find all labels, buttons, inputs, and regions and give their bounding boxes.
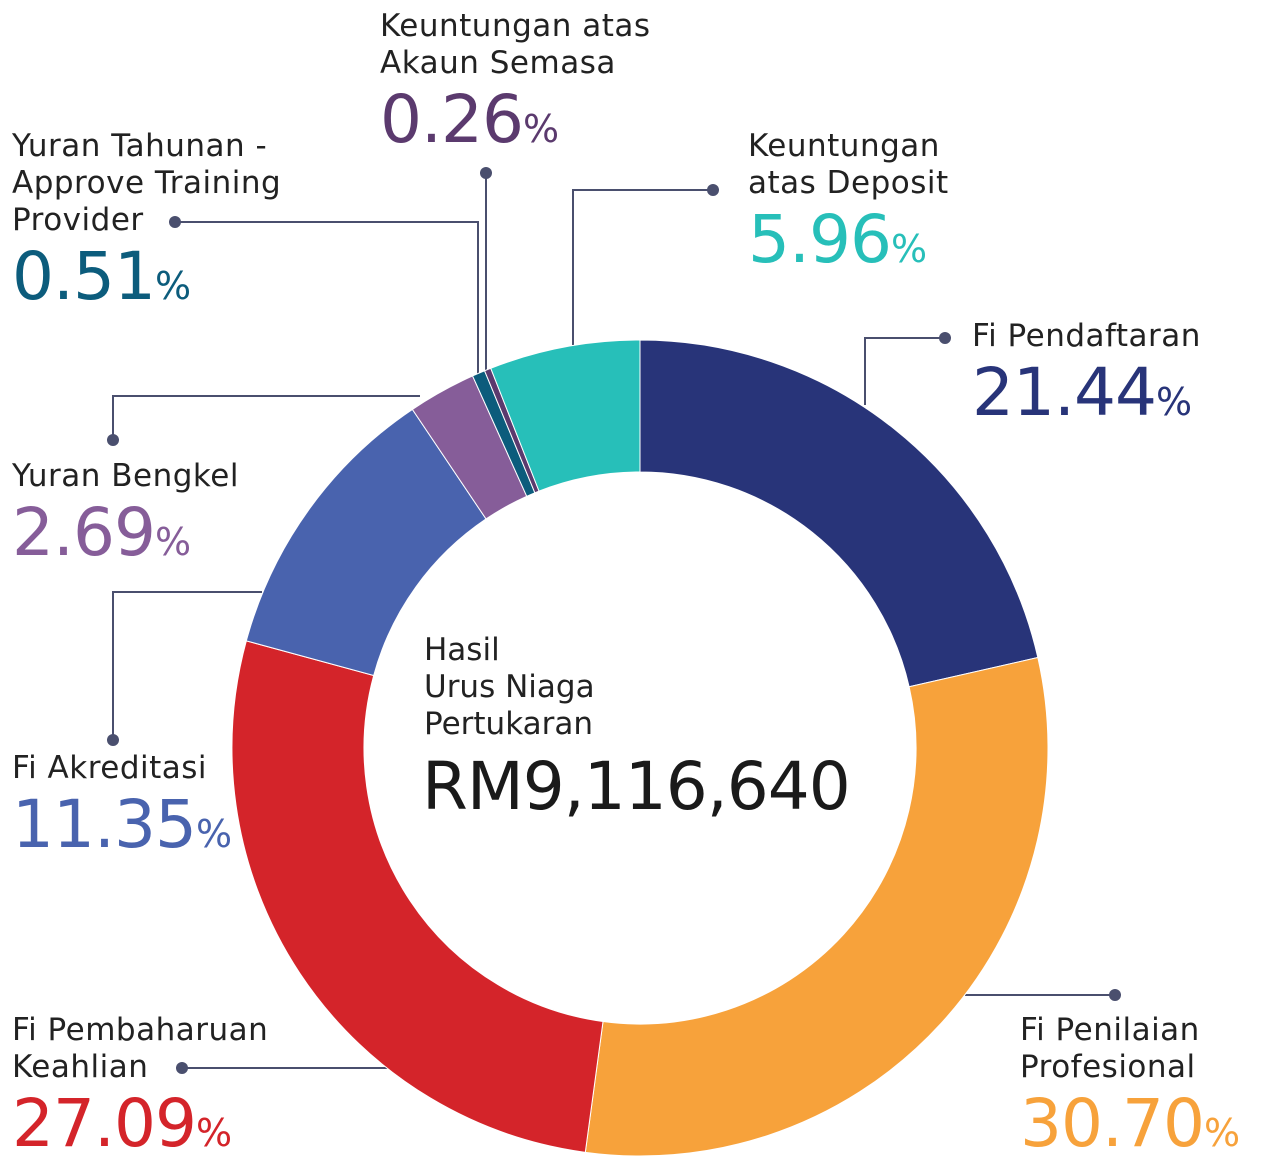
category-label: Fi Pendaftaran bbox=[972, 318, 1201, 354]
leader-line bbox=[112, 395, 420, 440]
slice-label: Yuran Tahunan - Approve Training Provide… bbox=[12, 128, 281, 324]
value-label: 0.26 bbox=[380, 81, 524, 158]
value-unit: % bbox=[890, 227, 927, 271]
category-label: Yuran Bengkel bbox=[12, 458, 239, 494]
category-label: Fi Akreditasi bbox=[12, 750, 208, 786]
slice-label: Fi Penilaian Profesional 30.70% bbox=[1020, 1012, 1240, 1171]
wedge bbox=[639, 339, 1039, 688]
slice-label: Fi Pembaharuan Keahlian 27.09% bbox=[12, 1012, 268, 1171]
category-label: Fi Penilaian Profesional bbox=[1020, 1012, 1200, 1085]
value-unit: % bbox=[522, 107, 559, 151]
value-unit: % bbox=[195, 1111, 232, 1155]
value-label: 21.44 bbox=[972, 354, 1157, 431]
wedge bbox=[584, 656, 1049, 1157]
value-label-group: 2.69% bbox=[12, 495, 239, 580]
value-label: 11.35 bbox=[12, 786, 197, 863]
leader-line bbox=[175, 221, 479, 378]
wedge bbox=[231, 640, 604, 1153]
slice-label: Keuntungan atas Deposit 5.96% bbox=[748, 128, 949, 287]
value-label-group: 30.70% bbox=[1020, 1085, 1240, 1171]
leader-line bbox=[112, 591, 262, 740]
category-label: Keuntungan atas Deposit bbox=[748, 128, 949, 201]
value-unit: % bbox=[154, 520, 191, 564]
wedge bbox=[490, 339, 641, 492]
leader-line bbox=[572, 189, 713, 345]
value-label: 30.70 bbox=[1020, 1085, 1205, 1162]
value-label-group: 11.35% bbox=[12, 786, 232, 872]
leader-dot bbox=[939, 332, 951, 344]
leader-dot bbox=[169, 216, 181, 228]
slice-label: Yuran Bengkel 2.69% bbox=[12, 458, 239, 580]
slice-label: Keuntungan atas Akaun Semasa 0.26% bbox=[380, 8, 651, 167]
value-label-group: 5.96% bbox=[748, 202, 949, 287]
value-label-group: 0.26% bbox=[380, 82, 651, 167]
category-label: Keuntungan atas Akaun Semasa bbox=[380, 8, 651, 81]
center-title: Hasil Urus Niaga Pertukaran bbox=[424, 632, 595, 742]
leaders bbox=[107, 167, 1121, 1074]
slice-label: Fi Akreditasi 11.35% bbox=[12, 750, 232, 872]
leader-dot bbox=[1109, 989, 1121, 1001]
center-value: RM9,116,640 bbox=[422, 748, 851, 825]
leader-dot bbox=[176, 1062, 188, 1074]
value-label-group: 21.44% bbox=[972, 355, 1201, 440]
value-unit: % bbox=[1203, 1111, 1240, 1155]
value-unit: % bbox=[154, 264, 191, 308]
leader-dot bbox=[107, 734, 119, 746]
category-label: Yuran Tahunan - Approve Training Provide… bbox=[12, 128, 282, 238]
leader-dot bbox=[707, 184, 719, 196]
leader-dot bbox=[107, 434, 119, 446]
value-label: 2.69 bbox=[12, 494, 156, 571]
category-label: Fi Pembaharuan Keahlian bbox=[12, 1012, 269, 1085]
donut bbox=[231, 339, 1049, 1157]
value-label: 0.51 bbox=[12, 238, 156, 315]
value-unit: % bbox=[1155, 380, 1192, 424]
slice-label: Fi Pendaftaran 21.44% bbox=[972, 318, 1201, 440]
value-unit: % bbox=[195, 812, 232, 856]
value-label: 5.96 bbox=[748, 201, 892, 278]
leader-line bbox=[864, 337, 945, 405]
value-label: 27.09 bbox=[12, 1085, 197, 1162]
value-label-group: 27.09% bbox=[12, 1086, 268, 1171]
value-label-group: 0.51% bbox=[12, 239, 281, 324]
leader-dot bbox=[480, 167, 492, 179]
